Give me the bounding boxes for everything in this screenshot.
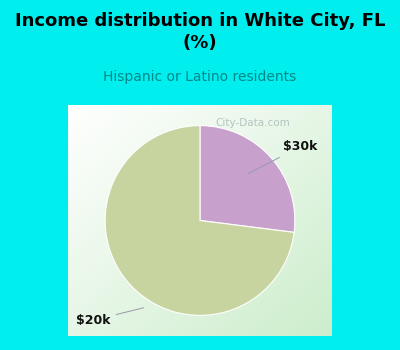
Text: City-Data.com: City-Data.com — [216, 119, 290, 128]
Text: $30k: $30k — [248, 140, 317, 174]
Text: Income distribution in White City, FL
(%): Income distribution in White City, FL (%… — [15, 12, 385, 52]
Text: Hispanic or Latino residents: Hispanic or Latino residents — [103, 70, 297, 84]
Wedge shape — [200, 126, 295, 232]
Wedge shape — [105, 126, 294, 315]
Text: $20k: $20k — [76, 308, 144, 327]
